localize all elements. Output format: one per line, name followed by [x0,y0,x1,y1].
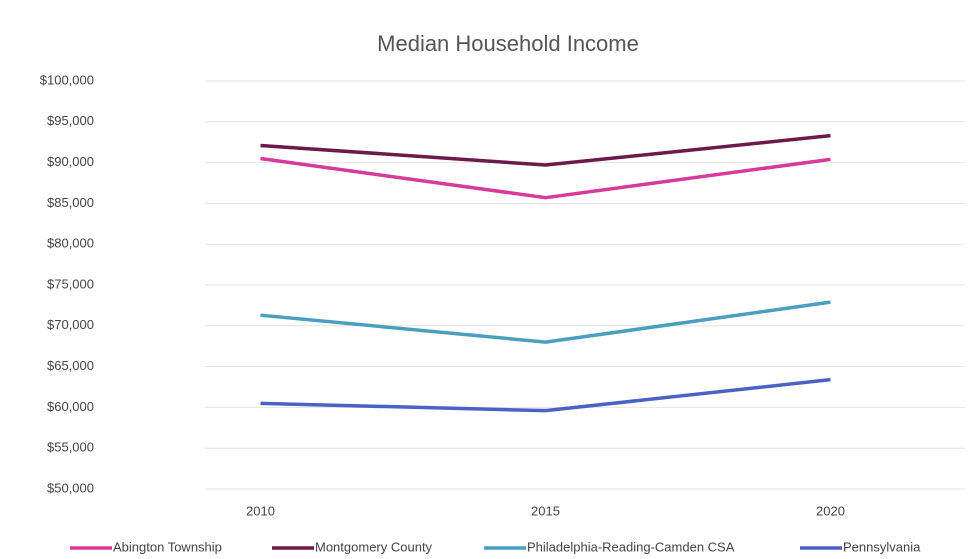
y-tick-label: $85,000 [47,195,94,210]
y-tick-label: $60,000 [47,399,94,414]
y-tick-label: $90,000 [47,154,94,169]
legend-label: Philadelphia-Reading-Camden CSA [527,539,735,554]
x-tick-label: 2020 [816,503,845,518]
legend-label: Montgomery County [315,539,433,554]
y-tick-label: $80,000 [47,236,94,251]
y-tick-label: $70,000 [47,317,94,332]
legend-label: Pennsylvania [843,539,921,554]
y-tick-label: $55,000 [47,440,94,455]
series-line [260,156,831,200]
series-line [260,133,831,167]
x-tick-label: 2010 [246,503,275,518]
chart-title: Median Household Income [377,31,639,56]
y-tick-label: $50,000 [47,480,94,495]
x-tick-label: 2015 [531,503,560,518]
y-tick-label: $75,000 [47,276,94,291]
y-tick-label: $65,000 [47,358,94,373]
series-line [260,300,831,344]
series-line [260,377,831,413]
y-tick-label: $100,000 [40,72,94,87]
y-tick-label: $95,000 [47,113,94,128]
legend-label: Abington Township [113,539,222,554]
